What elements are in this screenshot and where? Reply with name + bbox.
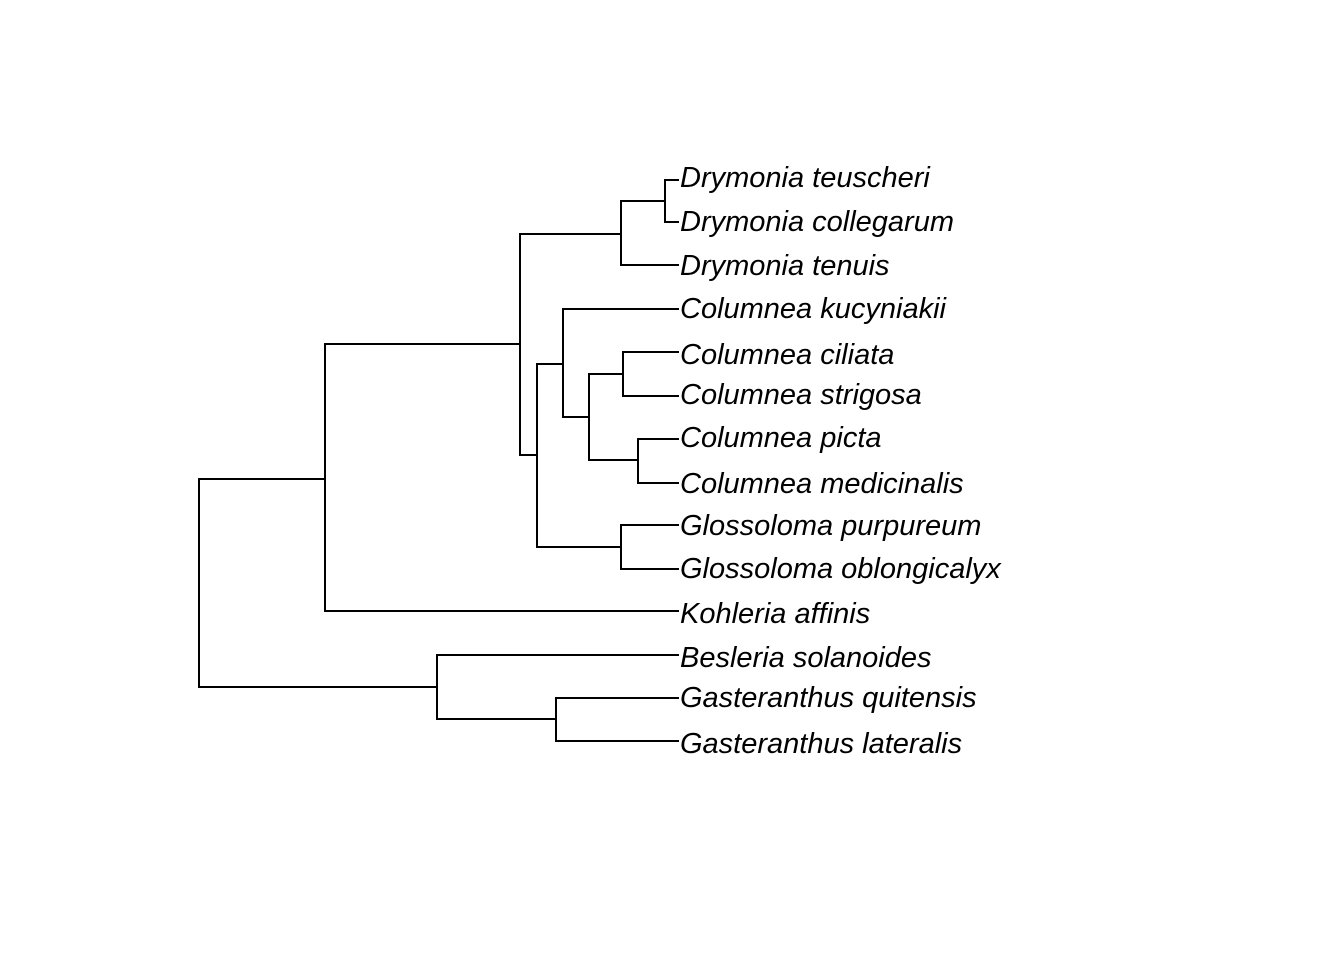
tip-label-kohleria-affinis: Kohleria affinis <box>680 598 870 630</box>
tip-label-glossoloma-oblongicalyx: Glossoloma oblongicalyx <box>680 553 1002 585</box>
tip-label-glossoloma-purpureum: Glossoloma purpureum <box>680 510 981 542</box>
tip-label-gasteranthus-lateralis: Gasteranthus lateralis <box>680 728 962 760</box>
tip-label-columnea-strigosa: Columnea strigosa <box>680 379 922 411</box>
tip-label-columnea-medicinalis: Columnea medicinalis <box>680 468 964 500</box>
tip-label-drymonia-teuscheri: Drymonia teuscheri <box>680 162 931 194</box>
tip-label-drymonia-tenuis: Drymonia tenuis <box>680 250 890 282</box>
tip-label-columnea-ciliata: Columnea ciliata <box>680 339 894 371</box>
tip-label-besleria-solanoides: Besleria solanoides <box>680 642 931 674</box>
tip-label-columnea-picta: Columnea picta <box>680 422 882 454</box>
tip-label-drymonia-collegarum: Drymonia collegarum <box>680 206 954 238</box>
tip-label-gasteranthus-quitensis: Gasteranthus quitensis <box>680 682 977 714</box>
tip-labels: Drymonia teuscheri Drymonia collegarum D… <box>680 162 1002 760</box>
tip-label-columnea-kucyniakii: Columnea kucyniakii <box>680 293 948 325</box>
tree-branches <box>198 179 679 742</box>
